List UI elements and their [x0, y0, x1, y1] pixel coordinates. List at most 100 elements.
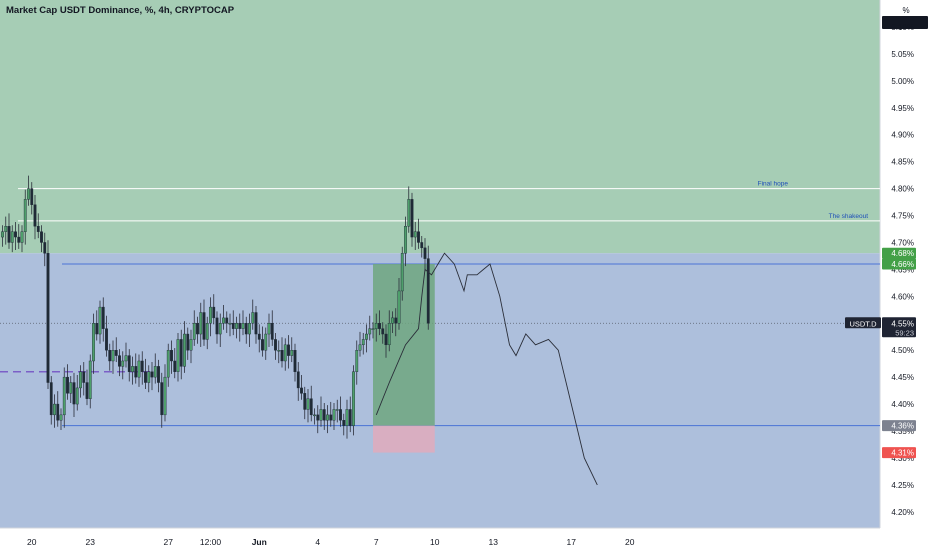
candle — [293, 343, 297, 382]
candle — [209, 297, 212, 337]
candle — [348, 396, 352, 433]
x-tick-label: 23 — [86, 537, 96, 547]
candle — [381, 322, 385, 344]
price-badge-label-2: 4.36% — [891, 422, 914, 431]
candle — [426, 245, 430, 330]
candle — [17, 224, 21, 249]
candle — [329, 401, 333, 427]
candle-body — [368, 328, 372, 335]
y-tick-label: 4.35% — [891, 427, 914, 436]
countdown-label: 59:23 — [895, 328, 914, 337]
candle-body — [176, 339, 180, 372]
y-tick-label: 4.45% — [891, 373, 914, 382]
candle-body — [7, 226, 11, 243]
candle — [358, 331, 362, 357]
candle — [270, 310, 274, 346]
candle — [137, 354, 141, 387]
candle-body — [355, 350, 359, 372]
candle — [397, 278, 401, 330]
candle — [235, 316, 238, 339]
candle — [319, 396, 323, 427]
candle — [114, 337, 118, 363]
candle — [332, 403, 336, 430]
labels-layer: Final hope The shakeout — [758, 181, 869, 220]
candle — [417, 218, 420, 249]
candle-body — [183, 333, 186, 367]
candle-body — [342, 420, 346, 426]
candle-body — [413, 231, 417, 238]
candle — [238, 313, 242, 342]
candle-body — [166, 350, 170, 378]
candle — [231, 310, 235, 336]
candle-body — [131, 366, 134, 372]
candle — [153, 353, 157, 384]
x-tick-label: 27 — [164, 537, 174, 547]
candle — [72, 372, 76, 418]
candle-body — [397, 290, 401, 324]
candle-body — [33, 204, 37, 227]
candle-body — [4, 226, 8, 232]
candle-body — [23, 199, 27, 232]
candle — [335, 399, 339, 423]
candle — [309, 385, 313, 422]
candle — [274, 332, 277, 360]
candle — [368, 315, 372, 341]
price-badge-label-3: 4.31% — [891, 449, 914, 458]
candle-body — [79, 371, 82, 389]
candle-body — [400, 253, 404, 292]
time-axis-background — [0, 528, 932, 550]
candle-body — [56, 403, 60, 421]
chart-title: Market Cap USDT Dominance, %, 4h, CRYPTO… — [6, 5, 235, 16]
candle-body — [332, 409, 336, 421]
candle — [241, 310, 245, 336]
candle-body — [10, 231, 14, 243]
candle — [163, 364, 167, 422]
candle-body — [319, 409, 323, 421]
candle-body — [391, 317, 394, 324]
y-tick-label: 4.60% — [891, 292, 914, 301]
candle — [280, 337, 284, 368]
candle — [157, 359, 160, 393]
candle — [423, 238, 427, 272]
candle-body — [280, 350, 284, 362]
candle — [92, 313, 95, 374]
candle — [361, 332, 365, 355]
candle — [339, 396, 342, 427]
candle-body — [66, 376, 69, 394]
candle-body — [137, 360, 141, 378]
candle-body — [358, 344, 362, 351]
candle — [179, 329, 183, 380]
candle — [244, 316, 248, 344]
candle — [170, 340, 173, 374]
candle — [66, 364, 69, 400]
long-position-layer — [373, 264, 435, 453]
x-tick-label: 7 — [374, 537, 379, 547]
candle-body — [407, 199, 411, 227]
candle-body — [238, 323, 242, 329]
candle — [1, 225, 4, 247]
candle-body — [14, 231, 17, 238]
candle — [95, 310, 99, 341]
price-axis-background — [880, 0, 932, 550]
candle-body — [316, 414, 320, 421]
candle — [254, 306, 258, 344]
candle-body — [371, 328, 375, 330]
y-tick-label: 4.40% — [891, 400, 914, 409]
candle-body — [49, 382, 53, 416]
candle-body — [361, 339, 365, 346]
candle — [69, 376, 73, 404]
last-price-label: 4.55% — [891, 319, 914, 328]
long-position-stop-zone[interactable] — [373, 425, 435, 453]
candle-body — [205, 323, 209, 340]
candle — [4, 216, 8, 245]
axis-unit: % — [902, 6, 909, 15]
candle-body — [300, 387, 303, 394]
candle — [215, 311, 219, 344]
candle — [196, 316, 199, 344]
candle — [36, 213, 40, 239]
candle — [189, 329, 193, 364]
candle — [378, 310, 381, 336]
candle-body — [404, 226, 407, 254]
long-position-target-zone[interactable] — [373, 264, 435, 426]
